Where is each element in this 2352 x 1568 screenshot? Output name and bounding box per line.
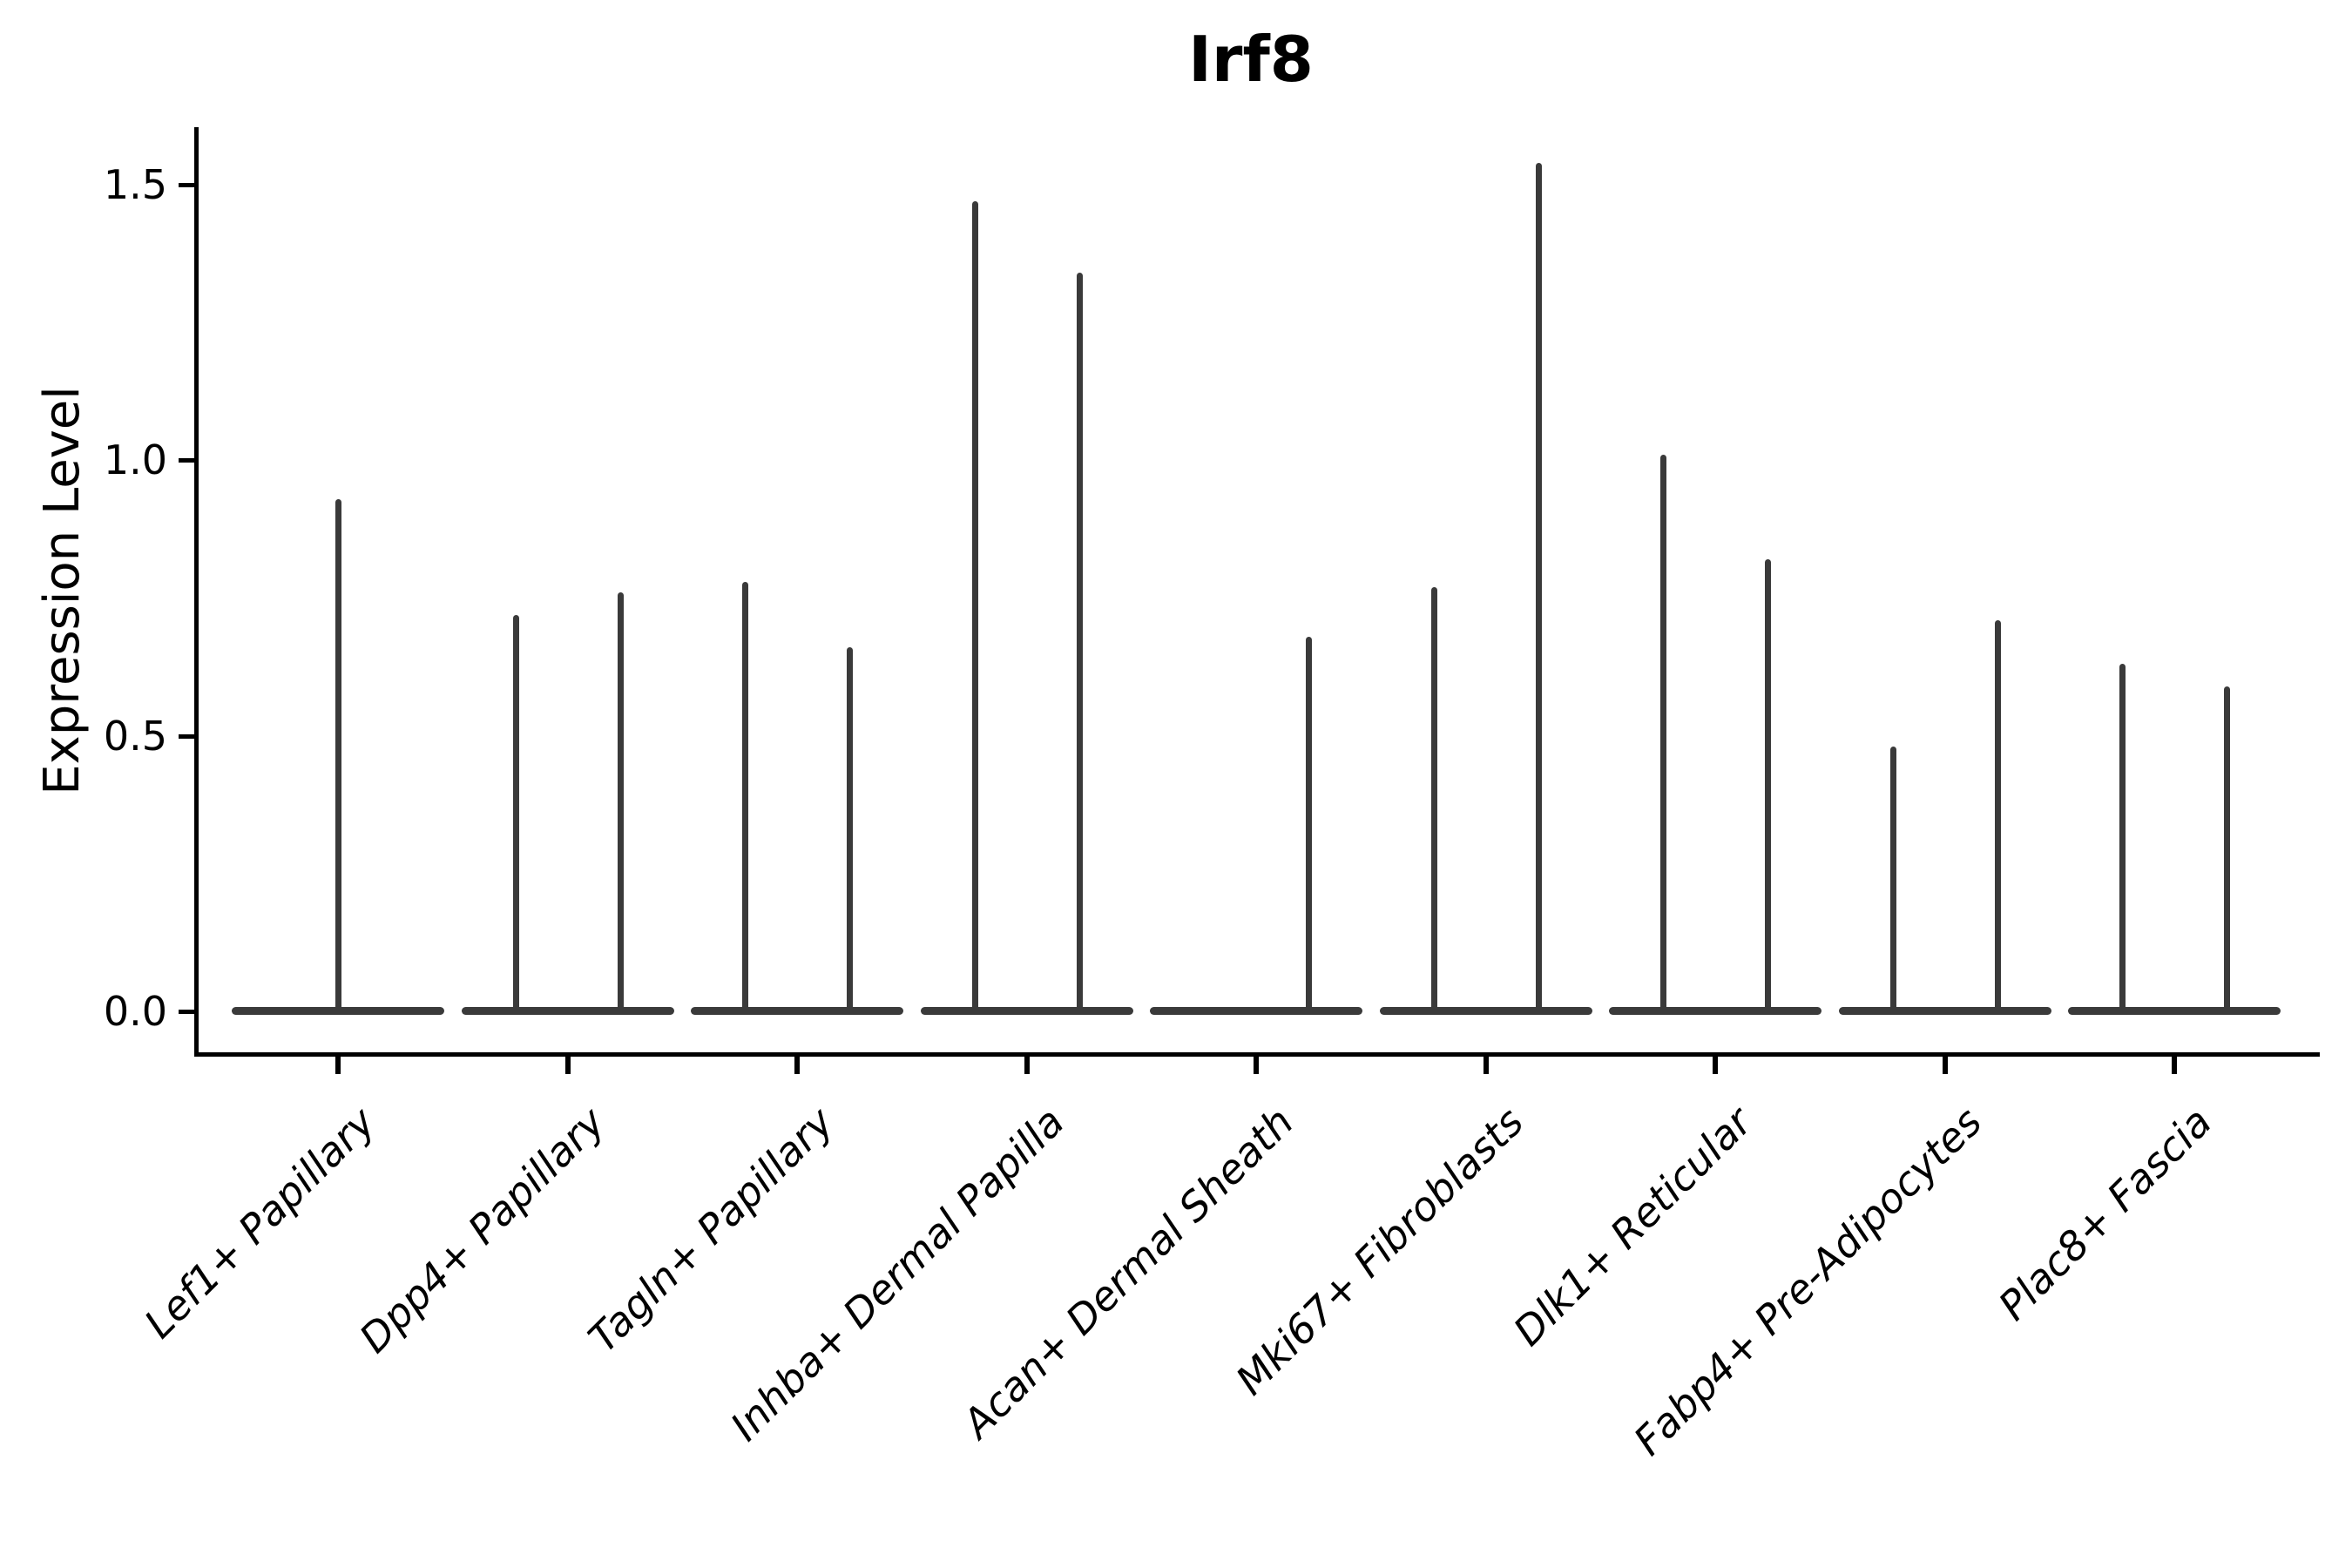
y-tick-mark: [179, 734, 196, 739]
violin-spike: [335, 499, 341, 1011]
violin-spike: [1077, 273, 1083, 1011]
y-tick-mark: [179, 183, 196, 187]
x-tick-mark: [1024, 1057, 1030, 1074]
violin-spike: [513, 615, 519, 1011]
violin-spike: [1536, 163, 1542, 1011]
chart-title: Irf8: [1188, 23, 1314, 96]
bottom-axis-spine: [194, 1052, 2320, 1057]
x-tick-label-text: Lef1+ Papillary: [134, 1098, 384, 1348]
violin-spike: [2119, 664, 2126, 1011]
violin-baseline: [691, 1007, 903, 1015]
x-tick-mark: [1713, 1057, 1718, 1074]
violin-spike: [1306, 637, 1312, 1011]
violin-spike: [1660, 455, 1666, 1011]
x-tick-mark: [1254, 1057, 1259, 1074]
x-tick-mark: [794, 1057, 800, 1074]
x-tick-mark: [1484, 1057, 1489, 1074]
y-tick-label: 1.0: [103, 436, 167, 483]
y-tick-label: 0.0: [103, 988, 167, 1035]
violin-spike: [742, 582, 748, 1011]
x-tick-mark: [1943, 1057, 1948, 1074]
y-tick-mark: [179, 1010, 196, 1014]
x-tick-label-text: Dlk1+ Reticular: [1504, 1098, 1761, 1355]
violin-spike: [1431, 587, 1437, 1011]
violin-spike: [1890, 747, 1896, 1011]
x-tick-mark: [335, 1057, 341, 1074]
violin-baseline: [1609, 1007, 1821, 1015]
violin-spike: [2224, 686, 2230, 1011]
left-axis-spine: [194, 127, 199, 1057]
violin-baseline: [1839, 1007, 2051, 1015]
violin-baseline: [921, 1007, 1133, 1015]
x-tick-label-text: Tagln+ Papillary: [579, 1098, 843, 1362]
violin-spike: [1995, 620, 2001, 1011]
violin-spike: [847, 647, 853, 1011]
violin-spike: [618, 592, 624, 1011]
violin-spike: [1765, 559, 1771, 1011]
y-tick-label: 0.5: [103, 713, 167, 760]
violin-baseline: [1150, 1007, 1362, 1015]
x-tick-label-text: Dpp4+ Papillary: [350, 1098, 614, 1362]
y-tick-mark: [179, 458, 196, 463]
violin-spike: [972, 201, 978, 1011]
y-tick-label: 1.5: [103, 161, 167, 208]
violin-baseline: [1380, 1007, 1592, 1015]
x-tick-mark: [2172, 1057, 2177, 1074]
x-tick-label-text: Plac8+ Fascia: [1989, 1098, 2220, 1329]
violin-baseline: [2068, 1007, 2281, 1015]
x-tick-mark: [565, 1057, 571, 1074]
violin-baseline: [462, 1007, 674, 1015]
